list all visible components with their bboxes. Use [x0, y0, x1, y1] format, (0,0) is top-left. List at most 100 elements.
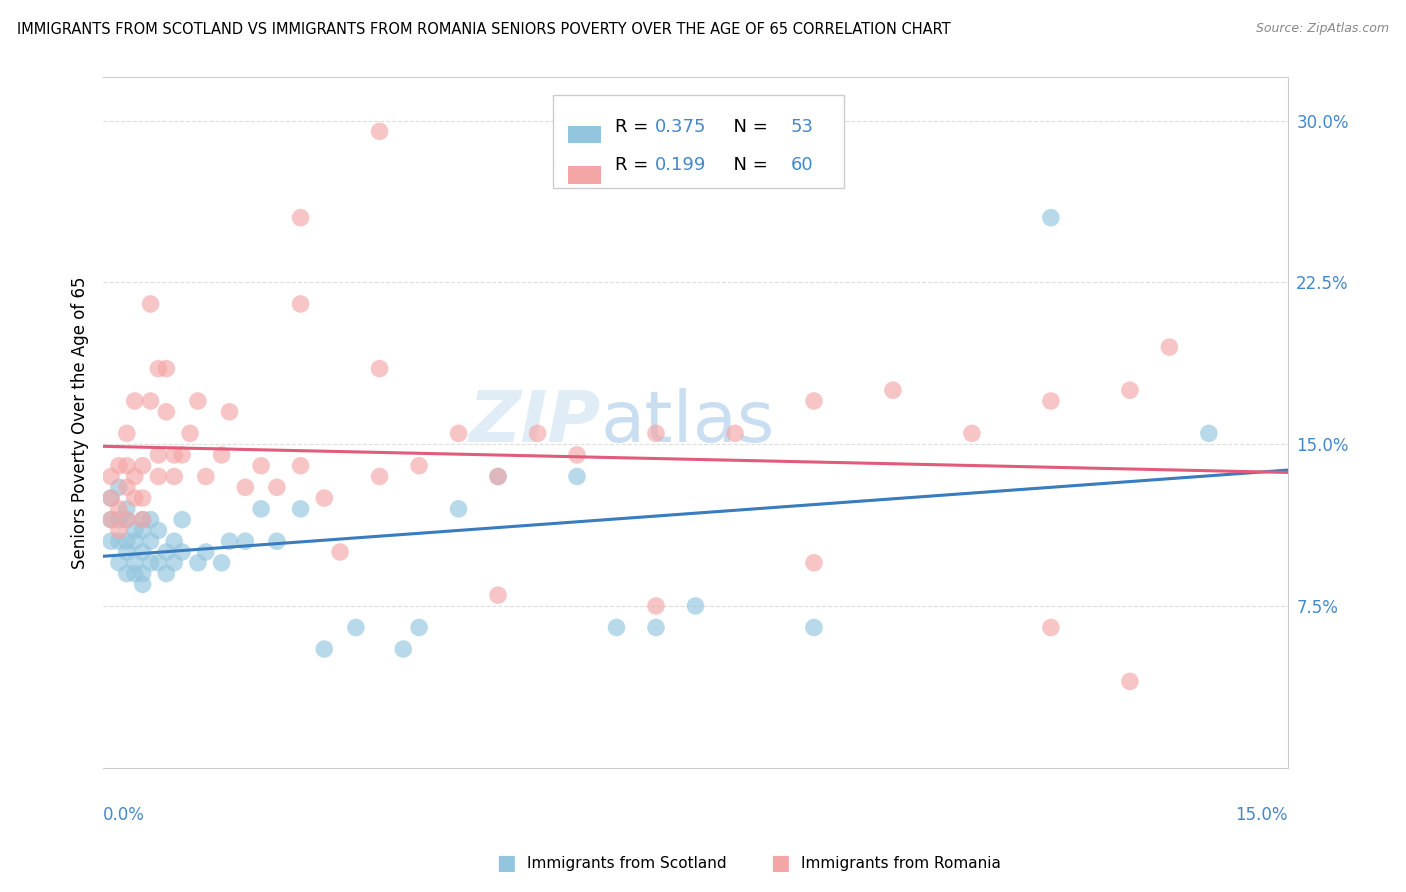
Point [645, 599, 668, 613]
Point [115, 501, 138, 516]
Text: ■: ■ [770, 854, 790, 873]
FancyBboxPatch shape [568, 166, 600, 184]
Point [1039, 211, 1062, 225]
Point [139, 297, 162, 311]
FancyBboxPatch shape [554, 95, 844, 188]
Point [724, 426, 747, 441]
Point [155, 545, 177, 559]
Text: atlas: atlas [600, 388, 775, 457]
Point [565, 448, 588, 462]
Point [447, 501, 470, 516]
Point [124, 469, 146, 483]
Point [148, 469, 170, 483]
Point [131, 545, 153, 559]
Point [115, 426, 138, 441]
Point [139, 534, 162, 549]
Text: R =: R = [614, 155, 654, 174]
FancyBboxPatch shape [568, 126, 600, 144]
Point [124, 556, 146, 570]
Point [131, 458, 153, 473]
Text: 53: 53 [790, 119, 813, 136]
Point [266, 534, 288, 549]
Point [108, 480, 131, 494]
Point [187, 556, 209, 570]
Point [803, 556, 825, 570]
Point [115, 545, 138, 559]
Point [172, 545, 194, 559]
Point [163, 448, 186, 462]
Point [124, 524, 146, 538]
Point [194, 469, 217, 483]
Point [408, 458, 430, 473]
Point [131, 577, 153, 591]
Point [368, 361, 391, 376]
Point [211, 556, 233, 570]
Point [139, 394, 162, 409]
Point [115, 480, 138, 494]
Point [131, 524, 153, 538]
Point [368, 124, 391, 138]
Point [148, 361, 170, 376]
Point [233, 534, 256, 549]
Point [368, 469, 391, 483]
Point [329, 545, 352, 559]
Point [250, 458, 273, 473]
Point [486, 588, 509, 602]
Text: ZIP: ZIP [468, 388, 600, 457]
Text: 0.199: 0.199 [655, 155, 707, 174]
Point [605, 620, 627, 634]
Point [266, 480, 288, 494]
Point [124, 491, 146, 505]
Point [314, 491, 336, 505]
Point [344, 620, 367, 634]
Point [163, 534, 186, 549]
Point [194, 545, 217, 559]
Point [115, 458, 138, 473]
Point [290, 211, 312, 225]
Point [172, 448, 194, 462]
Point [115, 513, 138, 527]
Point [565, 469, 588, 483]
Text: 15.0%: 15.0% [1236, 805, 1288, 823]
Point [108, 501, 131, 516]
Point [172, 513, 194, 527]
Text: 0.375: 0.375 [655, 119, 707, 136]
Point [115, 566, 138, 581]
Point [115, 513, 138, 527]
Point [148, 448, 170, 462]
Point [163, 469, 186, 483]
Point [486, 469, 509, 483]
Point [685, 599, 707, 613]
Point [290, 458, 312, 473]
Point [100, 491, 122, 505]
Point [124, 394, 146, 409]
Point [100, 491, 122, 505]
Point [250, 501, 273, 516]
Point [211, 448, 233, 462]
Point [1039, 394, 1062, 409]
Point [526, 426, 548, 441]
Point [218, 534, 240, 549]
Point [408, 620, 430, 634]
Point [100, 469, 122, 483]
Y-axis label: Seniors Poverty Over the Age of 65: Seniors Poverty Over the Age of 65 [72, 277, 89, 569]
Point [131, 513, 153, 527]
Text: N =: N = [721, 119, 773, 136]
Point [100, 534, 122, 549]
Text: 0.0%: 0.0% [103, 805, 145, 823]
Point [163, 556, 186, 570]
Point [290, 501, 312, 516]
Point [179, 426, 201, 441]
Point [1198, 426, 1220, 441]
Point [139, 513, 162, 527]
Point [108, 556, 131, 570]
Point [803, 394, 825, 409]
Point [131, 566, 153, 581]
Point [1039, 620, 1062, 634]
Point [960, 426, 983, 441]
Text: IMMIGRANTS FROM SCOTLAND VS IMMIGRANTS FROM ROMANIA SENIORS POVERTY OVER THE AGE: IMMIGRANTS FROM SCOTLAND VS IMMIGRANTS F… [17, 22, 950, 37]
Point [882, 383, 904, 397]
Point [108, 524, 131, 538]
Point [155, 361, 177, 376]
Point [131, 491, 153, 505]
